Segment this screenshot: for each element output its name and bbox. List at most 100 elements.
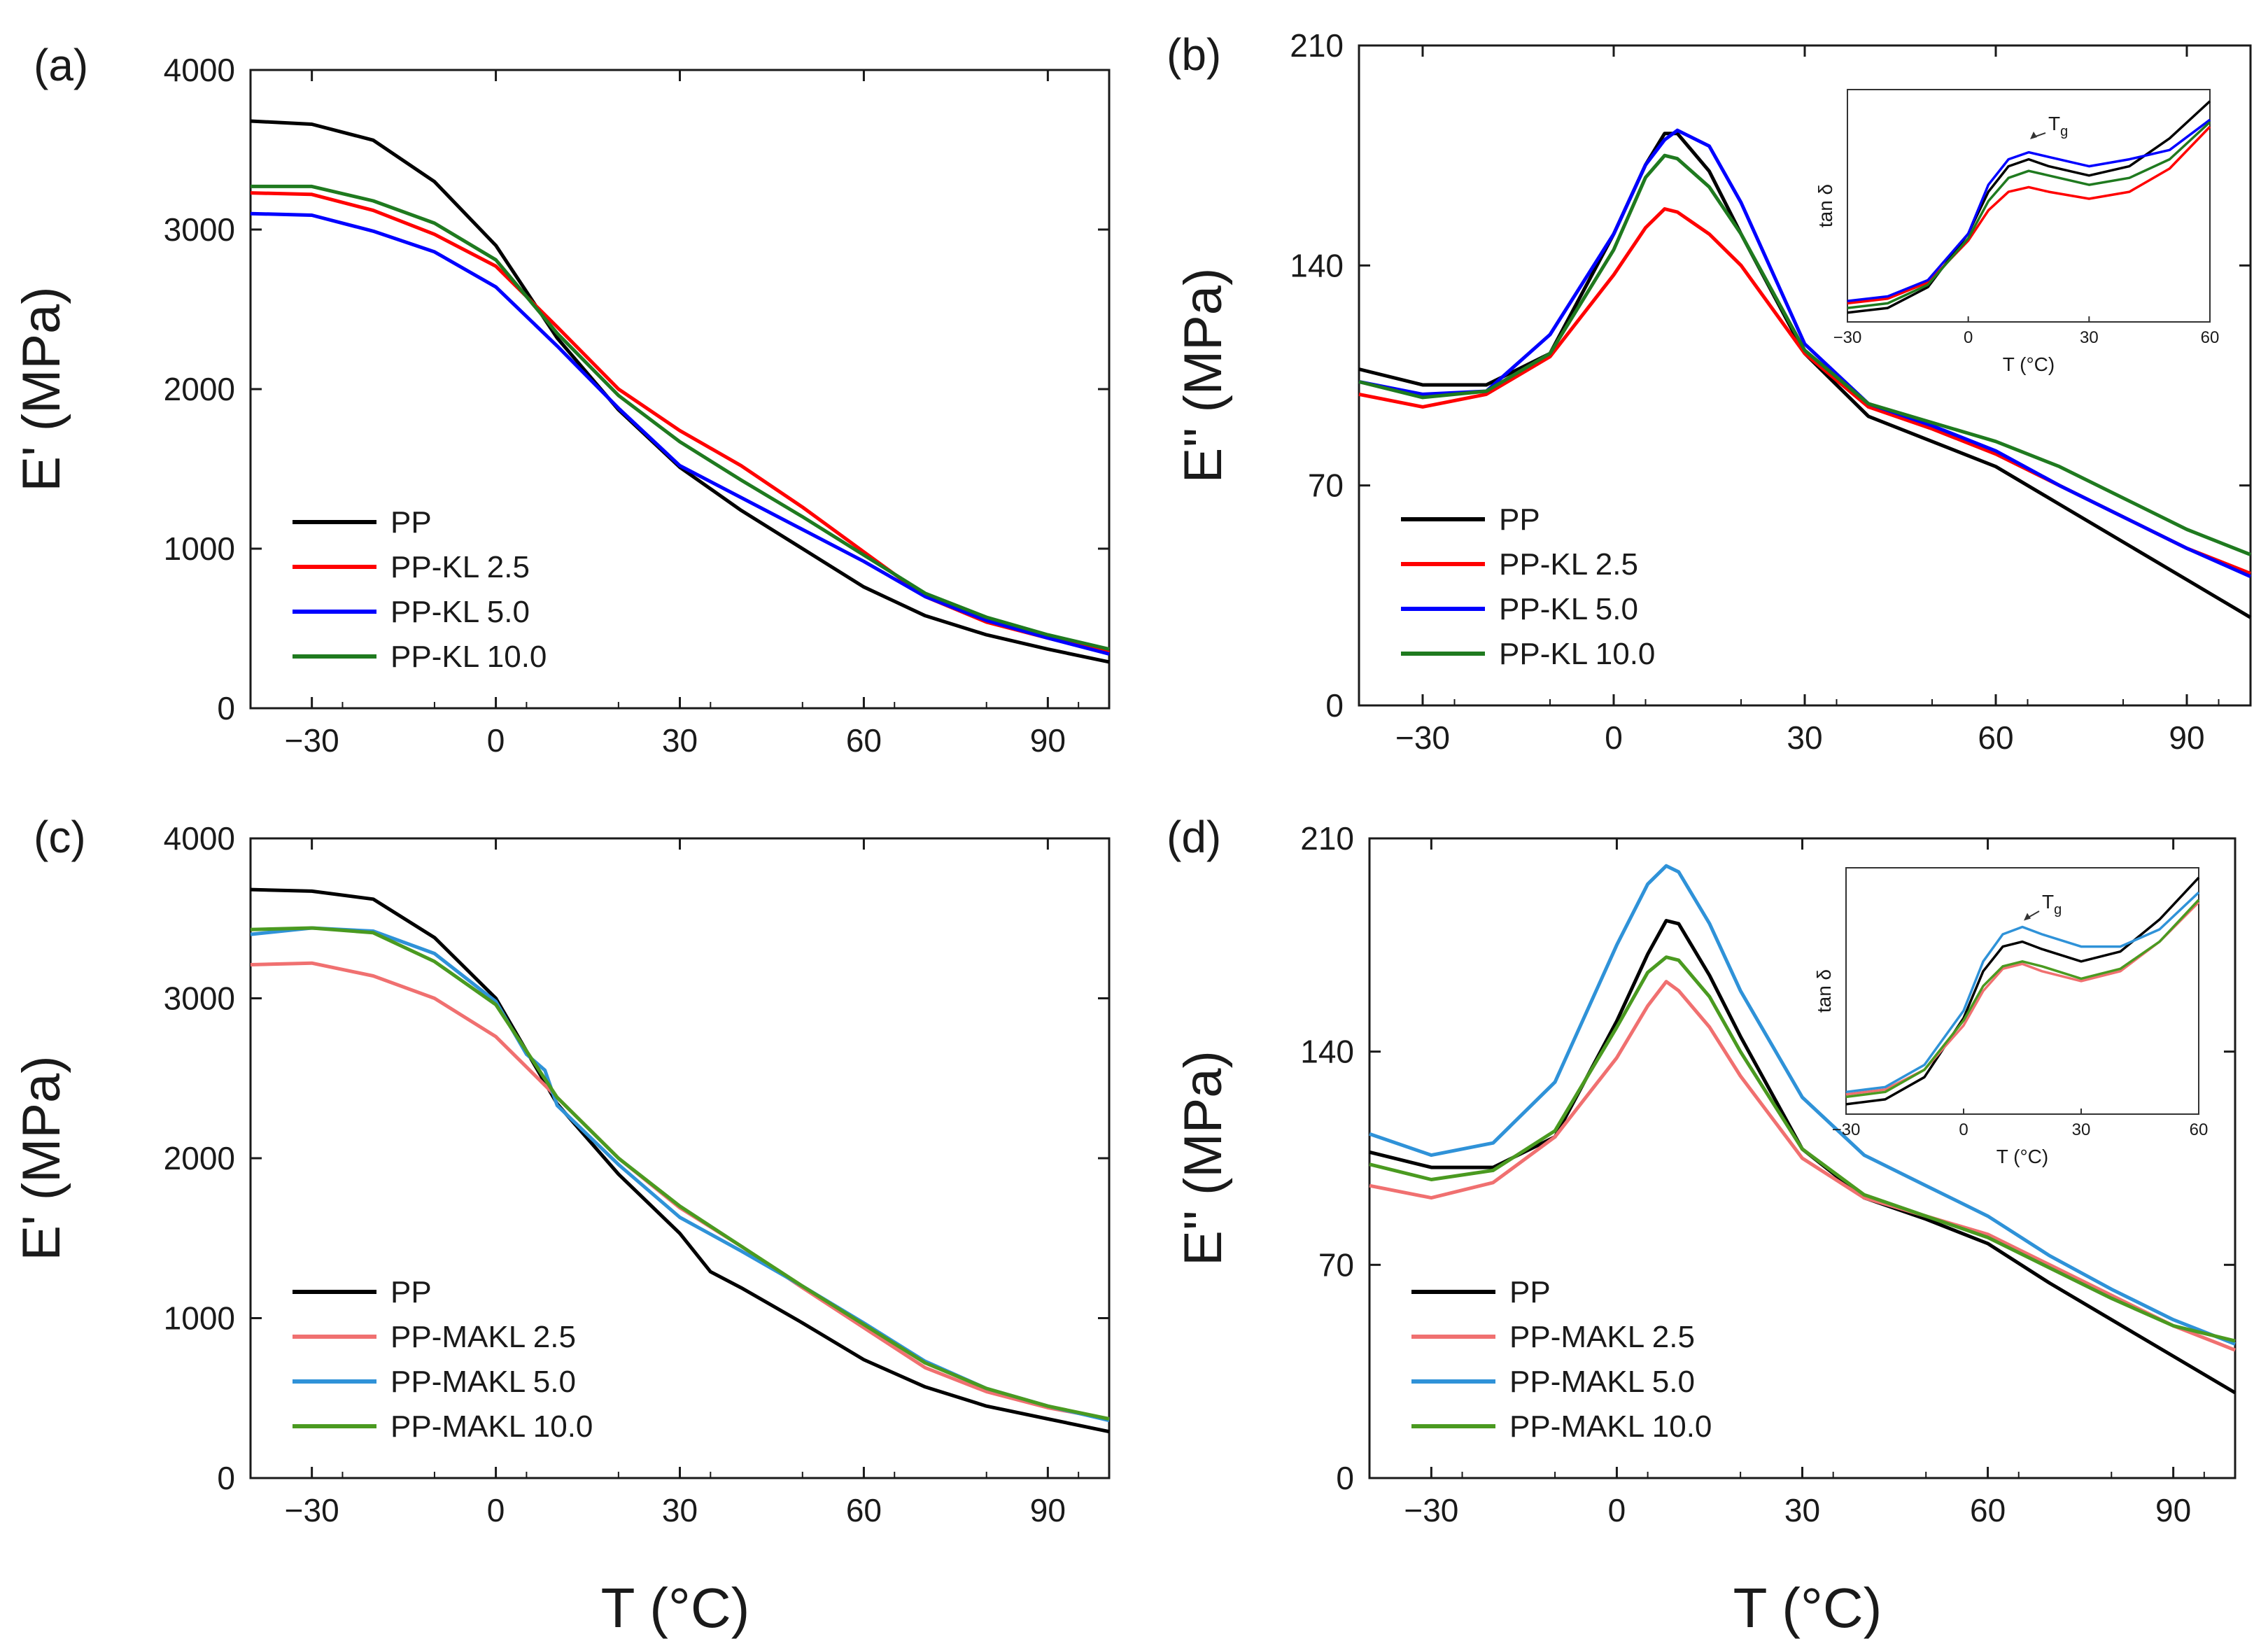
legend-label: PP-MAKL 2.5 (1509, 1320, 1695, 1354)
x-tick-label: −30 (1395, 719, 1450, 756)
inset-tan-delta: −30 0 30 60T (°C)tan δTg (1815, 89, 2220, 375)
inset-series-pp-kl-2-5 (1847, 125, 2211, 305)
inset-frame (1847, 89, 2211, 323)
series-line-pp-kl-2-5 (250, 191, 1110, 654)
x-tick-label: −30 (285, 722, 339, 759)
y-tick-label: 1000 (164, 530, 235, 567)
series-line-pp (1369, 919, 2237, 1395)
inset-series-pp-makl-10-0 (1845, 899, 2200, 1099)
tg-arrowhead (2024, 913, 2031, 921)
x-tick-label: 0 (487, 722, 505, 759)
y-tick-label: 2000 (164, 371, 235, 407)
y-tick-label: 4000 (164, 52, 235, 88)
legend: PP PP-MAKL 2.5 PP-MAKL 5.0 PP-MAKL 10.0 (1411, 1275, 1712, 1444)
x-tick-label: −30 (1404, 1492, 1458, 1528)
inset-y-title: tan δ (1815, 184, 1836, 227)
legend-label: PP-KL 10.0 (1499, 637, 1655, 671)
series-line-pp-makl-5-0 (1369, 864, 2236, 1346)
series-line-pp-makl-5-0 (250, 926, 1110, 1423)
x-tick-label: 0 (1608, 1492, 1626, 1528)
x-tick-label: 90 (2169, 719, 2204, 756)
legend-label: PP (390, 505, 432, 540)
legend-label: PP-KL 10.0 (390, 640, 547, 674)
series-line-pp-makl-2-5 (1369, 980, 2236, 1352)
y-tick-label: 4000 (164, 820, 235, 857)
y-tick-label: 0 (1336, 1460, 1354, 1496)
inset-x-title: T (°C) (1996, 1146, 2048, 1167)
legend-label: PP-MAKL 10.0 (1509, 1409, 1712, 1444)
y-tick-label: 140 (1290, 247, 1344, 283)
series-line-pp (250, 887, 1110, 1434)
panel-b: (b) E'' (MPa) −30 0 30 60 90 0 70 140 210 PP PP-KL 2… (1167, 27, 2252, 756)
x-tick-label: 0 (487, 1492, 505, 1528)
panel-label: (a) (34, 40, 88, 90)
series-line-pp-makl-2-5 (250, 961, 1110, 1421)
x-tick-label: 0 (1605, 719, 1623, 756)
y-axis-title: E'' (MPa) (1174, 1050, 1233, 1266)
inset-x-tick-label: 30 (2072, 1120, 2091, 1139)
y-tick-label: 210 (1290, 27, 1344, 64)
legend-label: PP-KL 2.5 (390, 550, 530, 584)
series-line-pp-kl-10-0 (251, 184, 1110, 652)
x-tick-label: 60 (1970, 1492, 2006, 1528)
x-tick-label: 90 (2155, 1492, 2191, 1528)
series-line-pp-kl-10-0 (1358, 153, 2251, 556)
legend-label: PP-KL 5.0 (390, 595, 530, 629)
inset-series-pp (1847, 100, 2211, 314)
y-tick-label: 210 (1300, 820, 1354, 857)
legend: PP PP-KL 2.5 PP-KL 5.0 PP-KL 10.0 (1401, 502, 1655, 671)
y-tick-label: 70 (1318, 1246, 1354, 1283)
x-tick-label: 60 (846, 722, 882, 759)
inset-x-title: T (°C) (2003, 353, 2055, 375)
series-line-pp-makl-10-0 (1369, 955, 2236, 1343)
x-tick-label: −30 (285, 1492, 339, 1528)
legend-label: PP (1499, 502, 1540, 537)
x-tick-label: 30 (1784, 1492, 1820, 1528)
inset-frame (1845, 867, 2199, 1115)
inset-tan-delta: −30 0 30 60T (°C)tan δTg (1813, 867, 2209, 1167)
legend-label: PP-KL 2.5 (1499, 547, 1638, 582)
panel-label: (c) (34, 812, 86, 862)
legend-label: PP-MAKL 5.0 (1509, 1365, 1695, 1399)
inset-x-tick-label: 0 (1959, 1120, 1968, 1139)
plot-frame (249, 69, 1111, 710)
legend: PP PP-KL 2.5 PP-KL 5.0 PP-KL 10.0 (293, 505, 547, 674)
x-tick-label: 30 (1787, 719, 1822, 756)
inset-series-pp-kl-5-0 (1847, 118, 2211, 302)
inset-series-pp-kl-10-0 (1847, 121, 2211, 309)
inset-x-tick-label: −30 (1832, 1120, 1861, 1139)
series-line-pp-kl-5-0 (1358, 128, 2252, 579)
inset-x-tick-label: 60 (2201, 328, 2220, 347)
inset-x-tick-label: −30 (1833, 328, 1862, 347)
legend-label: PP-MAKL 5.0 (390, 1365, 576, 1399)
x-tick-label: 30 (662, 1492, 698, 1528)
y-tick-label: 3000 (164, 211, 235, 248)
y-tick-label: 0 (217, 1460, 235, 1496)
y-tick-label: 2000 (164, 1140, 235, 1176)
x-axis-title-left: T (°C) (601, 1577, 750, 1639)
panels-group: (a)E' (MPa)−30 0 30 60 9001000200030004000PP… (12, 27, 2252, 1528)
inset-x-tick-label: 60 (2190, 1120, 2209, 1139)
x-axis-title-right: T (°C) (1733, 1577, 1882, 1639)
inset-x-tick-label: 30 (2080, 328, 2099, 347)
legend-label: PP-KL 5.0 (1499, 592, 1638, 626)
panel-a: (a) E' (MPa) −30 0 30 60 90 0 1000 2000 3000 4000 PP… (12, 40, 1111, 759)
panel-label: (b) (1167, 29, 1221, 80)
y-tick-label: 140 (1300, 1034, 1354, 1070)
legend-label: PP-MAKL 10.0 (390, 1409, 593, 1444)
series-line-pp-kl-5-0 (250, 211, 1110, 656)
inset-y-title: tan δ (1813, 969, 1835, 1013)
panel-c: (c) E' (MPa) −30 0 30 60 90 0 1000 2000 3000 4000 PP… (12, 812, 1111, 1528)
y-tick-label: 3000 (164, 980, 235, 1017)
legend-label: PP (390, 1275, 432, 1309)
y-tick-label: 0 (217, 690, 235, 726)
inset-series-pp-makl-5-0 (1845, 891, 2200, 1094)
tg-arrowhead (2030, 132, 2037, 140)
x-tick-label: 90 (1030, 722, 1066, 759)
panel-label: (d) (1167, 812, 1221, 862)
legend-label: PP-MAKL 2.5 (390, 1320, 576, 1354)
panel-d: (d) E'' (MPa) −30 0 30 60 90 0 70 140 210 PP PP-MAKL… (1167, 812, 2237, 1528)
y-axis-title: E' (MPa) (12, 286, 71, 491)
legend: PP PP-MAKL 2.5 PP-MAKL 5.0 PP-MAKL 10.0 (293, 1275, 593, 1444)
